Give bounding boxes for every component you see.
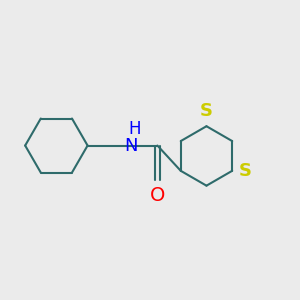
Text: N: N	[124, 136, 137, 154]
Text: S: S	[200, 102, 213, 120]
Text: H: H	[128, 120, 141, 138]
Text: O: O	[150, 186, 165, 205]
Text: S: S	[239, 162, 252, 180]
